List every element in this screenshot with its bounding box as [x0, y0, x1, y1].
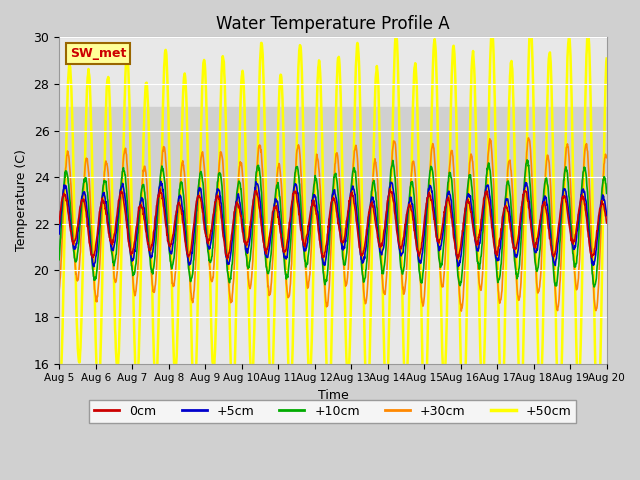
Bar	[59, 107, 607, 224]
Legend: 0cm, +5cm, +10cm, +30cm, +50cm: 0cm, +5cm, +10cm, +30cm, +50cm	[90, 400, 577, 423]
Text: SW_met: SW_met	[70, 47, 127, 60]
Y-axis label: Temperature (C): Temperature (C)	[15, 150, 28, 252]
Title: Water Temperature Profile A: Water Temperature Profile A	[216, 15, 450, 33]
X-axis label: Time: Time	[317, 389, 348, 402]
